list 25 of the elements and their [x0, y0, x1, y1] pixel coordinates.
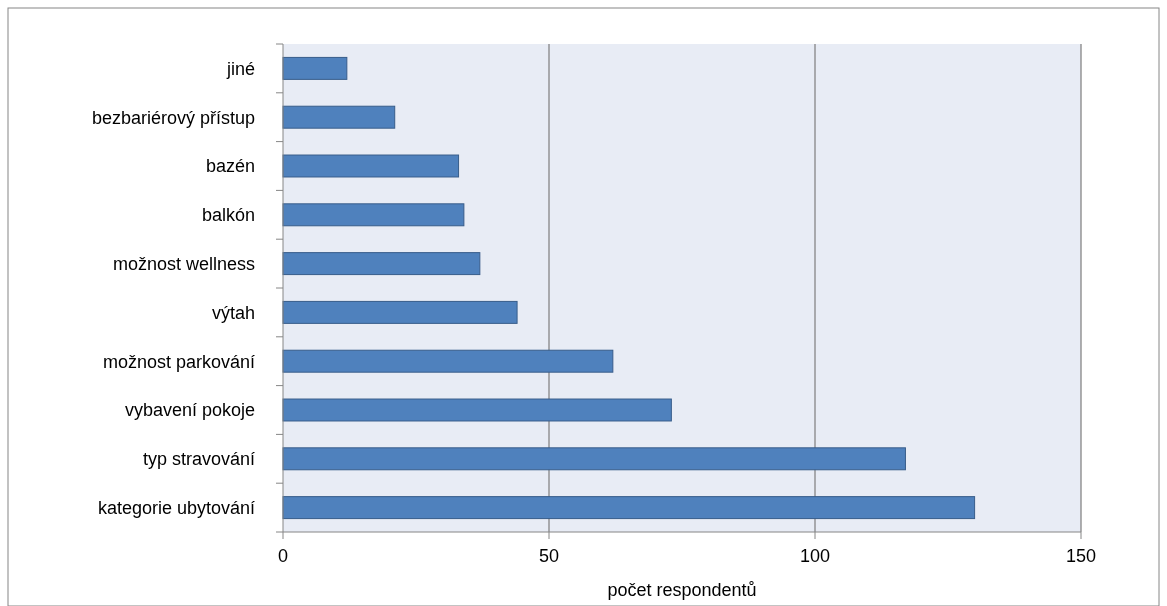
y-tick-label: vybavení pokoje [124, 400, 255, 421]
y-tick-label: jiné [225, 58, 255, 79]
y-tick-label: bazén [205, 156, 255, 177]
y-tick-label: možnost parkování [102, 351, 255, 372]
bar [282, 300, 518, 324]
y-tick-label: možnost wellness [112, 253, 255, 274]
bar [282, 105, 396, 129]
y-tick-label: typ stravování [142, 449, 255, 470]
y-tick-label: kategorie ubytování [97, 497, 255, 518]
bar [282, 56, 348, 80]
x-tick-label: 150 [1065, 546, 1097, 566]
bar [282, 496, 976, 520]
y-tick-label: balkón [201, 205, 255, 226]
bar [282, 154, 460, 178]
x-tick-label: 0 [277, 546, 289, 566]
bar [282, 447, 906, 471]
y-tick-label: bezbariérový přístup [91, 107, 255, 128]
bar [282, 349, 614, 373]
x-axis-title: počet respondentů [607, 580, 757, 600]
x-tick-label: 50 [538, 546, 560, 566]
bar [282, 203, 465, 227]
x-tick-label: 100 [799, 546, 831, 566]
bar [282, 252, 481, 276]
bar [282, 398, 672, 422]
y-tick-label: výtah [211, 302, 255, 323]
